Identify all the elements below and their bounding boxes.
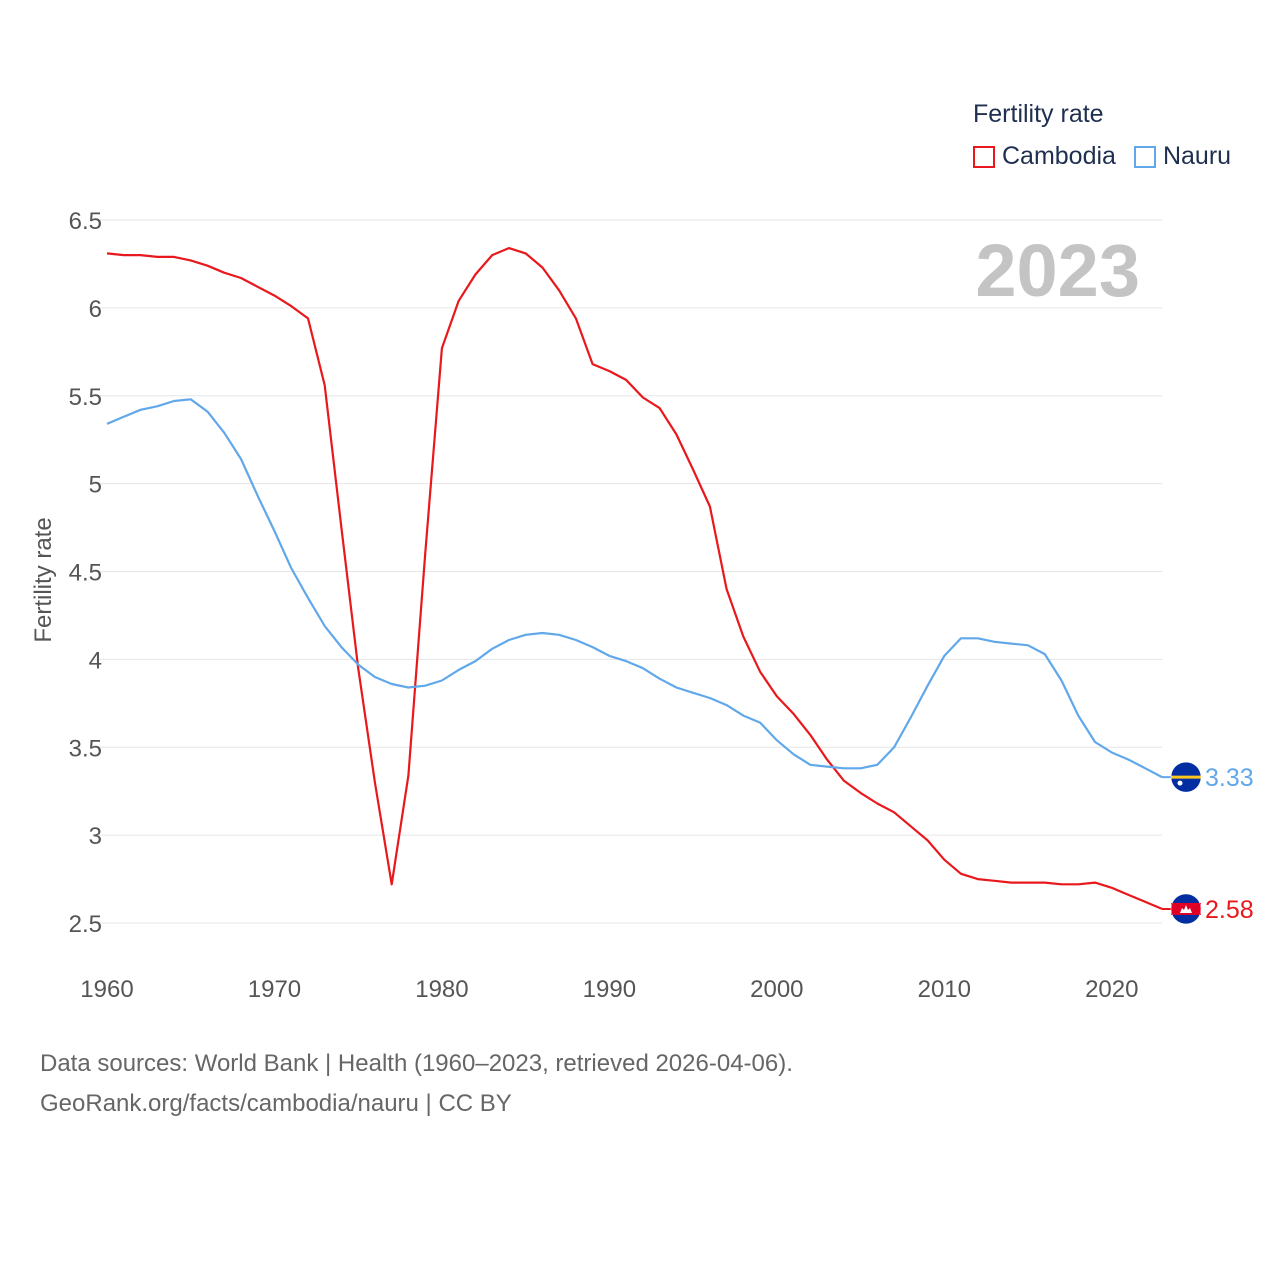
data-source-footer: Data sources: World Bank | Health (1960–… xyxy=(40,1044,793,1124)
x-tick-label: 1970 xyxy=(248,976,301,1003)
legend-title: Fertility rate xyxy=(973,100,1104,128)
x-tick-label: 2010 xyxy=(918,976,971,1003)
y-tick-label: 4 xyxy=(89,647,102,674)
nauru-flag-icon xyxy=(1170,761,1202,793)
x-tick-label: 1980 xyxy=(415,976,468,1003)
end-markers: 2.58 3.33 xyxy=(1162,761,1254,925)
legend-swatch-nauru xyxy=(1133,145,1156,168)
end-value-label-cambodia: 2.58 xyxy=(1205,896,1254,924)
y-tick-label: 4.5 xyxy=(69,560,102,587)
flag-temple xyxy=(1180,904,1192,913)
x-tick-label: 1960 xyxy=(80,976,133,1003)
series-line-nauru xyxy=(106,398,1163,779)
legend-item-nauru[interactable]: Nauru xyxy=(1133,142,1232,171)
y-tick-label: 5 xyxy=(89,472,102,499)
x-tick-label: 2020 xyxy=(1085,976,1138,1003)
x-tick-label: 1990 xyxy=(583,976,636,1003)
flag-outline xyxy=(1170,893,1202,925)
end-value-label-nauru: 3.33 xyxy=(1205,764,1254,792)
y-tick-label: 6.5 xyxy=(69,208,102,235)
flag-outline xyxy=(1170,761,1202,793)
x-axis-ticks: 1960 1970 1980 1990 2000 2010 2020 xyxy=(80,976,1138,1003)
legend-label-cambodia: Cambodia xyxy=(1002,142,1116,170)
y-tick-label: 5.5 xyxy=(69,384,102,411)
y-tick-label: 6 xyxy=(89,296,102,323)
current-year-label: 2023 xyxy=(975,229,1140,312)
grid-lines xyxy=(92,219,1162,924)
y-tick-label: 3 xyxy=(89,823,102,850)
y-axis-label: Fertility rate xyxy=(30,517,57,642)
source-line: Data sources: World Bank | Health (1960–… xyxy=(40,1050,793,1077)
flag-stripe xyxy=(1171,775,1201,779)
legend-item-cambodia[interactable]: Cambodia xyxy=(973,142,1116,171)
series-lines xyxy=(106,247,1163,910)
url-line: GeoRank.org/facts/cambodia/nauru | CC BY xyxy=(40,1090,512,1117)
legend-label-nauru: Nauru xyxy=(1162,142,1232,170)
series-line-cambodia xyxy=(106,247,1163,910)
flag-star xyxy=(1177,780,1183,786)
y-tick-label: 3.5 xyxy=(69,735,102,762)
legend: Cambodia Nauru xyxy=(973,142,1249,171)
cambodia-flag-icon xyxy=(1170,893,1202,925)
x-tick-label: 2000 xyxy=(750,976,803,1003)
legend-swatch-cambodia xyxy=(973,145,995,168)
y-axis-ticks: 2.5 3 3.5 4 4.5 5 5.5 6 6.5 xyxy=(69,208,102,938)
y-tick-label: 2.5 xyxy=(69,911,102,938)
